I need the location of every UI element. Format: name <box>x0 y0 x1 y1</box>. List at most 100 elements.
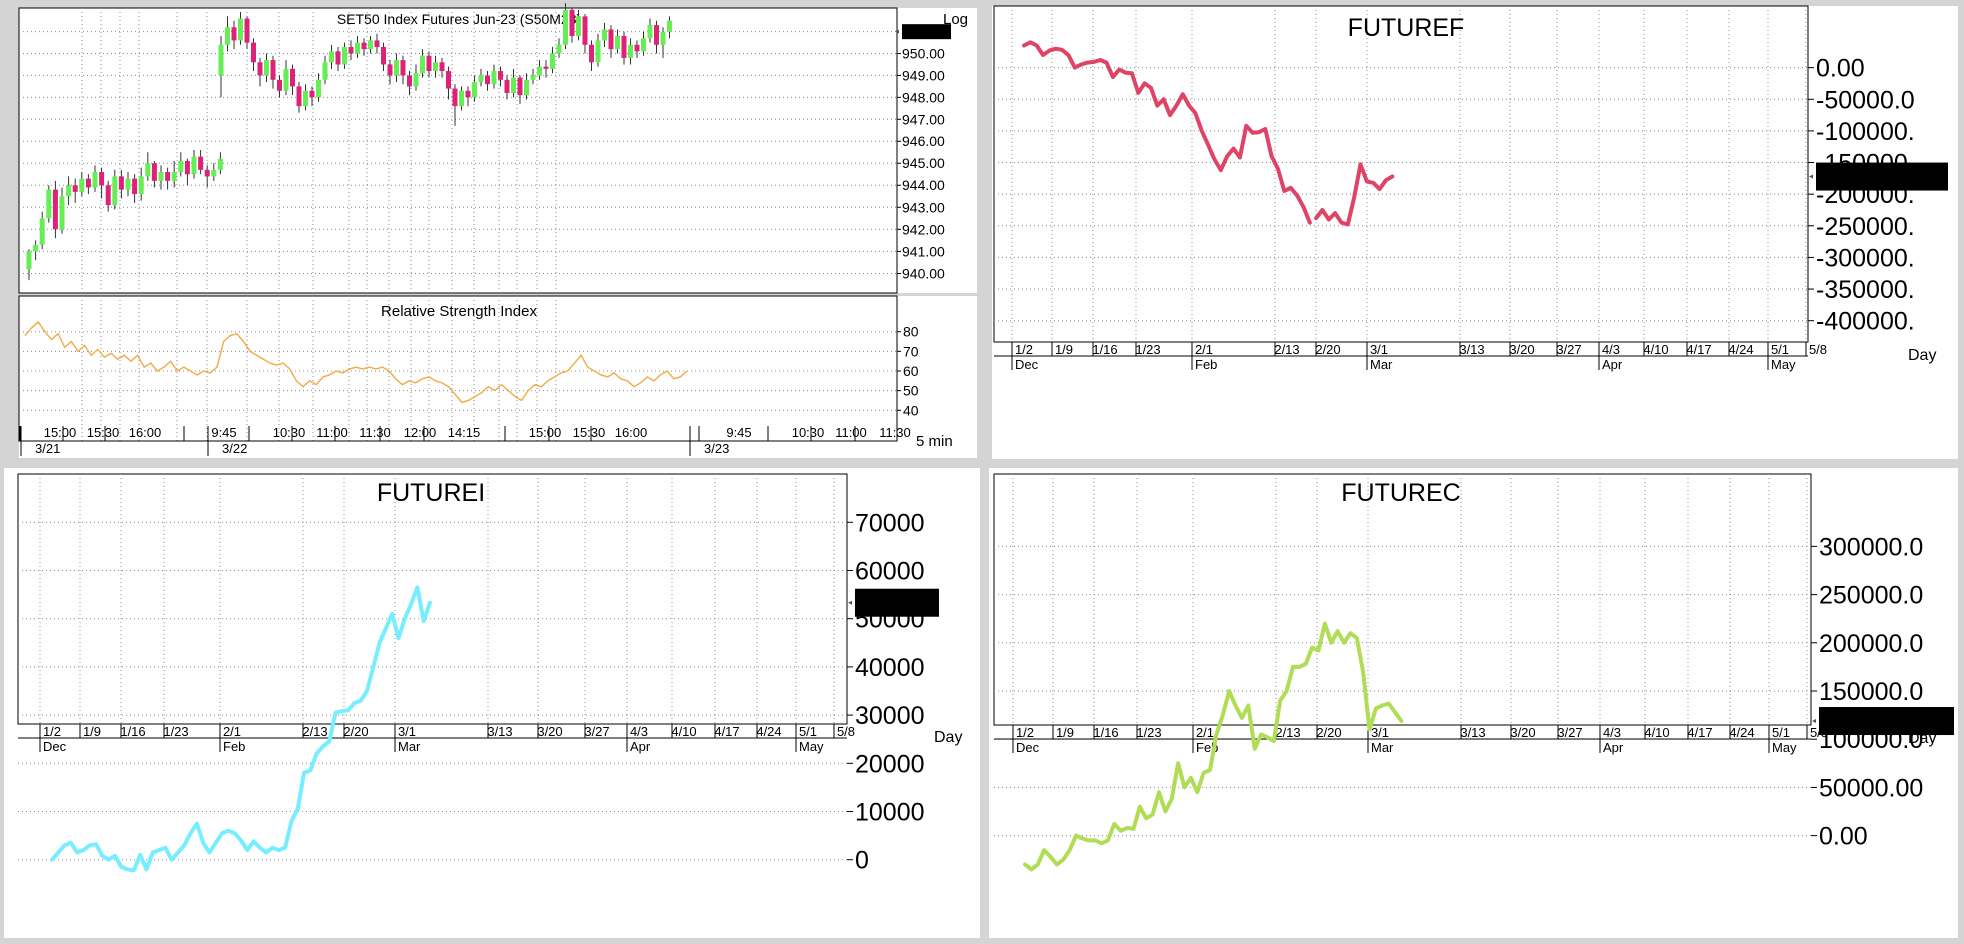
time-tick-label: 9:45 <box>211 425 236 440</box>
time-tick-label: 10:30 <box>273 425 306 440</box>
y-tick-label: 40000 <box>855 654 925 682</box>
candle <box>439 62 445 72</box>
candle <box>138 176 144 195</box>
candle <box>198 156 204 170</box>
x-tick-label: 3/1 <box>1371 725 1389 740</box>
candle <box>72 185 78 192</box>
candle <box>251 42 256 63</box>
candle <box>99 172 105 186</box>
x-tick-label: 4/3 <box>630 724 648 739</box>
futurei-chart-panel[interactable]: FUTUREI 70000 60000 50000 40000 30000 20000 100… <box>4 468 980 938</box>
candle <box>582 16 588 45</box>
x-tick-label: 3/20 <box>1509 342 1534 357</box>
x-tick-label: 1/2 <box>1016 725 1034 740</box>
set50-price-chart-panel[interactable]: SET50 Index Futures Jun-23 (S50M23) Log 95… <box>18 3 977 294</box>
x-tick-label: 4/24 <box>756 724 781 739</box>
gridlines <box>18 474 847 861</box>
candle <box>52 189 58 230</box>
last-value-label: 53311 <box>857 590 925 618</box>
series-line <box>50 585 432 873</box>
candle <box>277 79 282 91</box>
x-tick-label: 1/9 <box>1055 342 1073 357</box>
candle <box>322 62 328 80</box>
y-tick-label: 944.00 <box>902 177 945 193</box>
time-tick-label: 15:30 <box>87 425 120 440</box>
x-tick-label: 3/13 <box>1459 342 1484 357</box>
candle <box>381 46 386 65</box>
x-tick-label: 4/17 <box>714 724 739 739</box>
time-tick-label: 15:30 <box>573 425 606 440</box>
candle <box>634 44 640 52</box>
futuref-chart-panel[interactable]: FUTUREF0.00-50000.0-100000.-150000.-2000… <box>992 5 1958 459</box>
candle <box>667 20 672 32</box>
x-tick-label: 4/10 <box>1643 342 1668 357</box>
x-tick-label: 2/1 <box>223 724 241 739</box>
x-tick-label: 5/1 <box>1772 725 1790 740</box>
candle <box>26 251 32 270</box>
x-tick-label: 5/1 <box>799 724 817 739</box>
y-tick-label: 200000.0 <box>1819 630 1923 658</box>
interval-label: Day <box>934 729 962 746</box>
candle <box>387 64 393 76</box>
price-plot-frame <box>18 7 898 294</box>
x-tick-label: 5/1 <box>1771 342 1789 357</box>
candle <box>517 77 523 96</box>
gridlines <box>19 8 897 293</box>
month-tick-label: May <box>1772 740 1797 755</box>
gridlines <box>994 6 1808 342</box>
x-tick-label: 3/27 <box>1557 725 1582 740</box>
candle <box>628 44 633 58</box>
candle <box>361 42 367 50</box>
candle <box>530 75 536 80</box>
candle <box>511 77 516 93</box>
candle <box>446 71 451 89</box>
candle <box>426 55 432 72</box>
candle <box>615 36 620 50</box>
x-tick-label: 3/20 <box>537 724 562 739</box>
candle <box>413 73 419 87</box>
rsi-chart-panel[interactable]: Relative Strength Index 80 70 60 50 40 15:00 15… <box>18 295 977 458</box>
candle <box>355 42 360 54</box>
y-tick-label: 70000 <box>855 509 925 537</box>
chart-title: FUTUREI <box>377 479 485 507</box>
candle <box>218 44 224 76</box>
candle <box>478 75 484 83</box>
x-tick-label: 3/13 <box>1460 725 1485 740</box>
interval-label: 5 min <box>916 433 953 450</box>
candle <box>118 176 124 190</box>
candle <box>543 66 549 69</box>
candle <box>178 161 184 173</box>
candle <box>465 90 471 98</box>
time-tick-label: 11:30 <box>359 425 391 440</box>
candle <box>407 75 412 87</box>
y-tick-label: 150000.0 <box>1819 678 1923 706</box>
time-tick-label: 10:30 <box>792 425 825 440</box>
x-tick-label: 3/20 <box>1510 725 1535 740</box>
futurec-chart-panel[interactable]: FUTUREC 300000.0 250000.0 200000.0 150000.0 1… <box>989 468 1958 938</box>
x-tick-label: 2/1 <box>1195 342 1213 357</box>
candle <box>576 16 581 37</box>
y-tick-label: 0 <box>855 847 869 875</box>
y-tick-label: 250000.0 <box>1819 582 1923 610</box>
y-tick-label: -100000. <box>1816 118 1915 146</box>
plot-frame <box>993 473 1812 726</box>
gridlines <box>994 474 1811 837</box>
candle <box>33 244 39 252</box>
candle <box>303 90 308 107</box>
candle <box>145 163 151 177</box>
x-tick-label: 1/23 <box>163 724 188 739</box>
y-tick-label: 0.00 <box>1819 823 1868 851</box>
series-line <box>1023 621 1404 872</box>
y-tick-label: -400000. <box>1816 308 1915 336</box>
y-tick-label: -300000. <box>1816 244 1915 272</box>
x-tick-label: 2/13 <box>302 724 327 739</box>
rsi-chart-title: Relative Strength Index <box>381 303 537 320</box>
month-tick-label: Dec <box>43 739 67 754</box>
x-tick-label: 4/17 <box>1686 342 1711 357</box>
month-tick-label: May <box>1771 357 1796 372</box>
y-tick-label: 941.00 <box>902 243 945 259</box>
candle <box>204 169 210 177</box>
x-tick-label: 4/17 <box>1687 725 1712 740</box>
x-tick-label: 4/10 <box>1644 725 1669 740</box>
x-tick-label: 4/3 <box>1602 342 1620 357</box>
